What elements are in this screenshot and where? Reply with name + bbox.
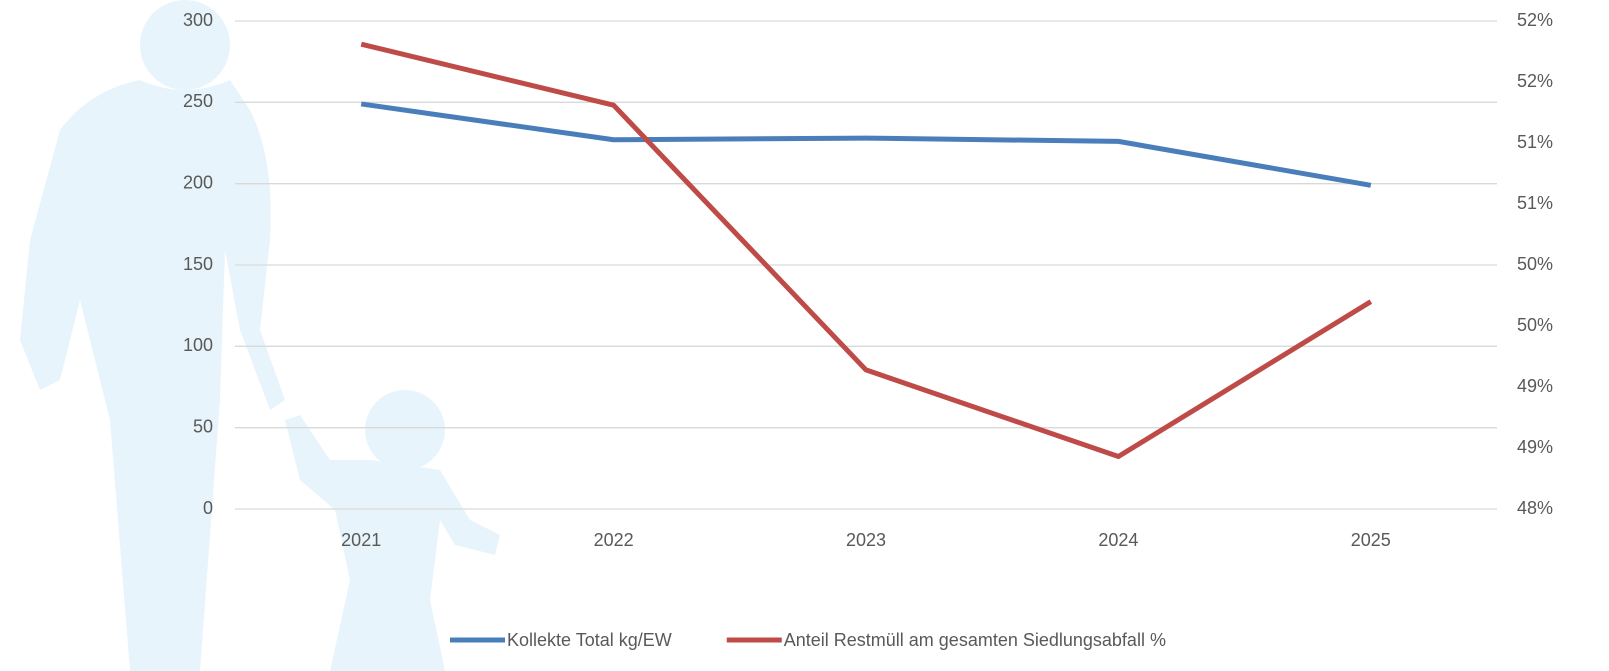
y-tick-label: 50 (193, 416, 213, 436)
y2-tick-label: 52% (1517, 71, 1553, 91)
legend-label: Kollekte Total kg/EW (507, 630, 672, 650)
y-tick-label: 250 (183, 91, 213, 111)
y2-tick-label: 51% (1517, 132, 1553, 152)
y-tick-label: 300 (183, 10, 213, 30)
x-tick-label: 2024 (1098, 530, 1138, 550)
background-silhouette (20, 0, 500, 671)
x-tick-label: 2025 (1351, 530, 1391, 550)
y-tick-label: 150 (183, 254, 213, 274)
line-series (360, 101, 1372, 188)
line-series (360, 41, 1373, 460)
y2-tick-label: 50% (1517, 254, 1553, 274)
y2-tick-label: 51% (1517, 193, 1553, 213)
y-tick-label: 200 (183, 172, 213, 192)
y2-tick-label: 50% (1517, 315, 1553, 335)
y2-tick-label: 48% (1517, 498, 1553, 518)
legend-label: Anteil Restmüll am gesamten Siedlungsabf… (784, 630, 1166, 650)
y2-tick-label: 49% (1517, 376, 1553, 396)
x-tick-label: 2023 (846, 530, 886, 550)
y2-tick-label: 49% (1517, 437, 1553, 457)
y-tick-label: 100 (183, 335, 213, 355)
y2-tick-label: 52% (1517, 10, 1553, 30)
x-tick-label: 2021 (341, 530, 381, 550)
y-tick-label: 0 (203, 498, 213, 518)
legend: Kollekte Total kg/EW Anteil Restmüll am g… (450, 630, 1166, 650)
x-tick-label: 2022 (594, 530, 634, 550)
